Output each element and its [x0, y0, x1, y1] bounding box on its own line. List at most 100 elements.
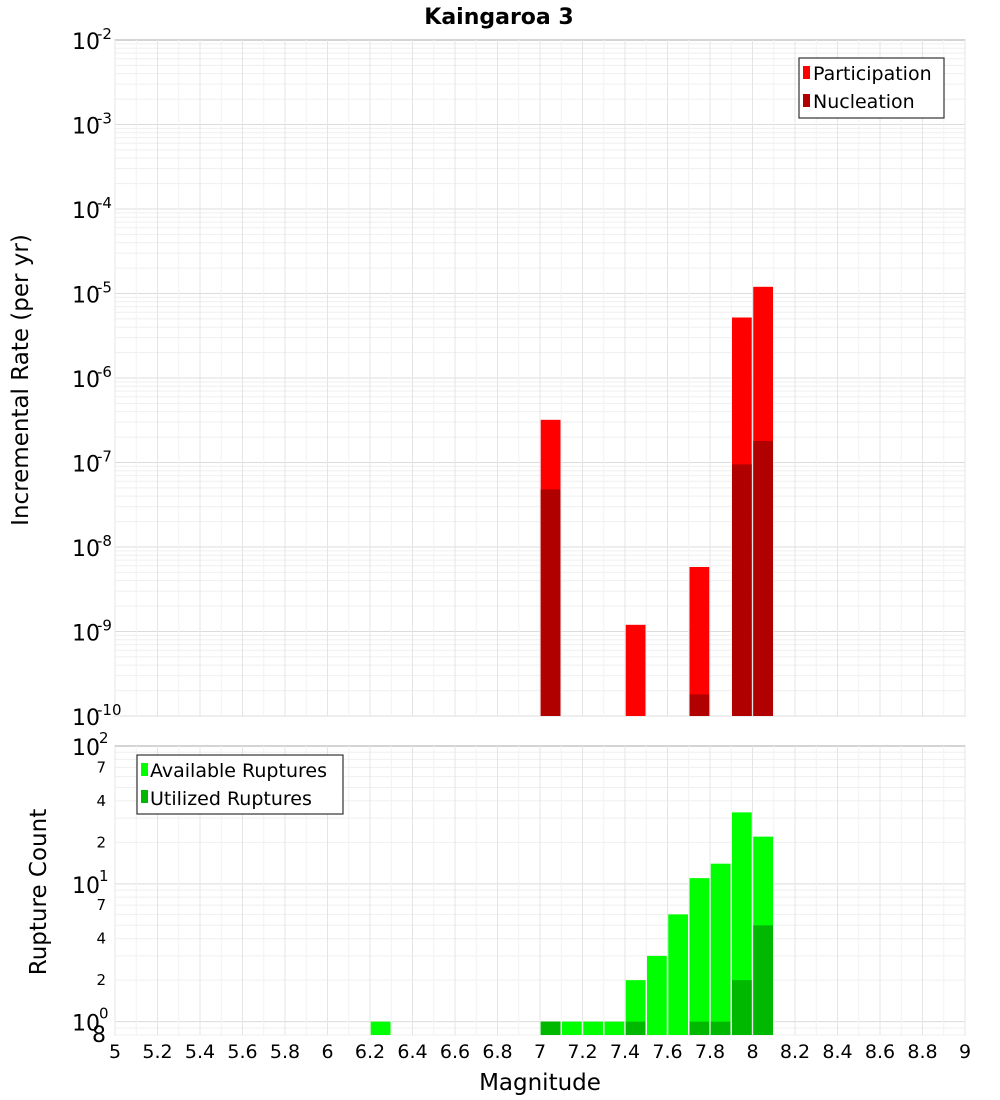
count-y-minor-tick: 8 [92, 1023, 106, 1048]
legend-utilized-swatch [141, 790, 148, 803]
x-axis-ticks: 5 5.2 5.4 5.6 5.8 6 6.2 6.4 6.6 6.8 7 7.2 7.4 7.6 7.8 8… [109, 1041, 971, 1063]
x-tick-label: 5.6 [227, 1041, 257, 1063]
x-tick-label: 6 [321, 1041, 333, 1063]
available-ruptures-bar [647, 955, 667, 1035]
legend-participation-label: Participation [813, 63, 932, 85]
rate-legend: Participation Nucleation [798, 57, 945, 119]
rate-y-tick-base: 10 [72, 368, 100, 393]
available-ruptures-bar [583, 1021, 603, 1035]
rate-y-tick-base: 10 [72, 115, 100, 140]
x-tick-label: 7.4 [610, 1041, 640, 1063]
count-y-tick-base: 10 [72, 874, 100, 899]
x-tick-label: 7.2 [567, 1041, 597, 1063]
count-y-minor-tick: 7 [96, 896, 106, 914]
rate-legend-box [798, 57, 945, 119]
rate-y-tick-exponent: -2 [97, 25, 112, 43]
rate-y-tick-base: 10 [72, 199, 100, 224]
rate-y-tick-exponent: -5 [97, 279, 112, 297]
rate-grid [114, 40, 966, 717]
available-ruptures-bar [625, 980, 646, 1035]
rate-y-tick-exponent: -4 [97, 194, 112, 212]
utilized-ruptures-bar [625, 1021, 646, 1035]
x-tick-label: 6.8 [482, 1041, 512, 1063]
count-y-minor-tick: 7 [96, 758, 106, 776]
count-y-minor-tick: 4 [96, 930, 106, 948]
rate-y-tick-base: 10 [72, 537, 100, 562]
available-ruptures-bar [668, 914, 688, 1035]
chart-title: Kaingaroa 3 [424, 5, 573, 30]
x-tick-label: 8.2 [780, 1041, 810, 1063]
count-grid [114, 746, 966, 1036]
rate-y-tick-exponent: -8 [97, 532, 112, 550]
count-legend-box [136, 754, 344, 815]
available-ruptures-bar [732, 812, 752, 1035]
count-y-tick-exponent: 0 [99, 1005, 109, 1023]
x-tick-label: 8.6 [865, 1041, 895, 1063]
x-tick-label: 6.2 [355, 1041, 385, 1063]
x-tick-label: 8.4 [822, 1041, 852, 1063]
participation-bar [625, 624, 646, 716]
rate-y-tick-base: 10 [72, 622, 100, 647]
legend-available-label: Available Ruptures [150, 760, 327, 782]
rate-y-tick-exponent: -3 [97, 110, 112, 128]
available-ruptures-bar [370, 1021, 391, 1035]
nucleation-bar [753, 440, 773, 716]
available-ruptures-bar [689, 878, 710, 1035]
rate-y-axis-label: Incremental Rate (per yr) [8, 234, 34, 526]
nucleation-bar [732, 464, 752, 716]
count-legend: Available Ruptures Utilized Ruptures [136, 754, 344, 815]
count-y-tick-base: 10 [72, 1012, 100, 1037]
utilized-ruptures-bar [540, 1021, 561, 1035]
utilized-ruptures-bar [732, 980, 752, 1035]
x-tick-label: 6.6 [440, 1041, 470, 1063]
x-tick-label: 5.4 [185, 1041, 215, 1063]
count-y-tick-base: 10 [72, 736, 100, 761]
available-ruptures-bar [604, 1021, 625, 1035]
x-tick-label: 6.4 [397, 1041, 427, 1063]
x-tick-label: 7 [534, 1041, 546, 1063]
nucleation-bar [540, 489, 561, 716]
x-tick-label: 5.2 [142, 1041, 172, 1063]
utilized-ruptures-bar [689, 1021, 710, 1035]
rate-y-tick-base: 10 [72, 30, 100, 55]
legend-nucleation-label: Nucleation [813, 91, 915, 113]
legend-nucleation-swatch [803, 94, 810, 107]
x-tick-label: 7.6 [652, 1041, 682, 1063]
participation-bar [689, 566, 710, 716]
count-y-axis-label: Rupture Count [26, 809, 52, 975]
legend-utilized-label: Utilized Ruptures [150, 788, 312, 810]
rate-y-tick-base: 10 [72, 453, 100, 478]
available-ruptures-bar [710, 863, 731, 1035]
x-tick-label: 7.8 [695, 1041, 725, 1063]
rate-y-tick-base: 10 [72, 284, 100, 309]
count-y-minor-tick: 2 [96, 971, 106, 989]
count-bars [370, 812, 773, 1035]
count-y-minor-tick: 2 [96, 833, 106, 851]
x-tick-label: 8.8 [907, 1041, 937, 1063]
rate-y-tick-exponent: -6 [97, 363, 112, 381]
utilized-ruptures-bar [710, 1021, 731, 1035]
x-tick-label: 5.8 [270, 1041, 300, 1063]
rate-bars [540, 286, 773, 716]
legend-participation-swatch [803, 66, 810, 79]
legend-available-swatch [141, 763, 148, 776]
rate-y-tick-exponent: -10 [97, 701, 122, 719]
x-tick-label: 9 [959, 1041, 971, 1063]
rate-y-tick-exponent: -9 [97, 617, 112, 635]
rate-y-tick-base: 10 [72, 706, 100, 731]
x-axis-label: Magnitude [479, 1070, 601, 1096]
count-y-tick-exponent: 2 [99, 729, 109, 747]
utilized-ruptures-bar [753, 925, 773, 1035]
x-tick-label: 8 [746, 1041, 758, 1063]
nucleation-bar [689, 694, 710, 716]
available-ruptures-bar [562, 1021, 582, 1035]
count-y-tick-exponent: 1 [99, 867, 109, 885]
x-tick-label: 5 [109, 1041, 121, 1063]
count-y-minor-tick: 4 [96, 792, 106, 810]
rate-y-tick-exponent: -7 [97, 448, 112, 466]
